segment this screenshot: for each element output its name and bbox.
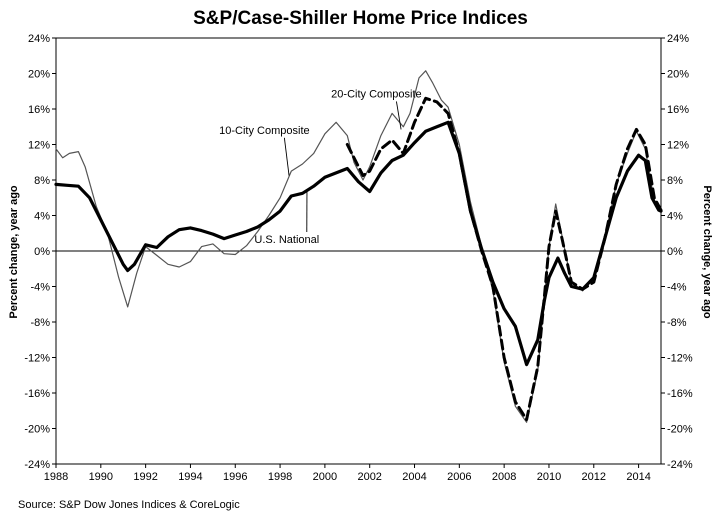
x-tick-label: 1994 [178,471,202,483]
x-tick-label: 1990 [89,471,113,483]
y-axis-title-left: Percent change, year ago [8,185,20,319]
y-tick-label-left: 16% [28,104,50,116]
y-tick-label-right: -24% [667,459,693,471]
y-tick-label-left: -8% [30,317,50,329]
x-tick-label: 2010 [537,471,561,483]
source-note: Source: S&P Dow Jones Indices & CoreLogi… [18,499,240,511]
x-tick-label: 1998 [268,471,292,483]
x-tick-label: 2006 [447,471,471,483]
x-tick-label: 2002 [357,471,381,483]
y-tick-label-left: -12% [24,353,50,365]
x-tick-label: 2012 [582,471,606,483]
annotation-leader-line [395,101,402,130]
y-tick-label-left: 20% [28,69,50,81]
y-tick-label-left: 12% [28,140,50,152]
annotation-label: 10-City Composite [219,125,309,137]
x-tick-label: 1992 [133,471,157,483]
y-tick-label-right: 16% [667,104,689,116]
y-tick-label-right: 0% [667,246,683,258]
series-line-u-s-national [54,120,663,367]
series-line-20-city-composite [345,96,663,422]
y-tick-label-left: -16% [24,388,50,400]
x-tick-label: 1996 [223,471,247,483]
y-tick-label-left: -24% [24,459,50,471]
x-tick-label: 2014 [626,471,650,483]
y-axis-title-right: Percent change, year ago [701,185,713,319]
y-tick-label-left: 4% [34,211,50,223]
y-tick-label-right: 12% [667,140,689,152]
x-tick-label: 2008 [492,471,516,483]
y-tick-label-right: -16% [667,388,693,400]
annotation-label: 20-City Composite [331,88,421,100]
chart-title: S&P/Case-Shiller Home Price Indices [193,8,528,29]
y-tick-label-left: -20% [24,424,50,436]
x-tick-label: 2004 [402,471,426,483]
x-tick-label: 2000 [313,471,337,483]
x-tick-label: 1988 [44,471,68,483]
annotation-leader-line [283,137,290,176]
y-tick-label-right: 20% [667,69,689,81]
y-tick-label-right: 8% [667,175,683,187]
y-tick-label-right: -8% [667,317,687,329]
y-tick-label-right: -20% [667,424,693,436]
y-tick-label-right: 4% [667,211,683,223]
y-tick-label-right: 24% [667,33,689,45]
y-tick-label-left: 24% [28,33,50,45]
y-tick-label-right: -12% [667,353,693,365]
y-tick-label-left: 8% [34,175,50,187]
y-tick-label-right: -4% [667,282,687,294]
y-tick-label-left: 0% [34,246,50,258]
y-tick-label-left: -4% [30,282,50,294]
annotation-label: U.S. National [254,234,319,246]
